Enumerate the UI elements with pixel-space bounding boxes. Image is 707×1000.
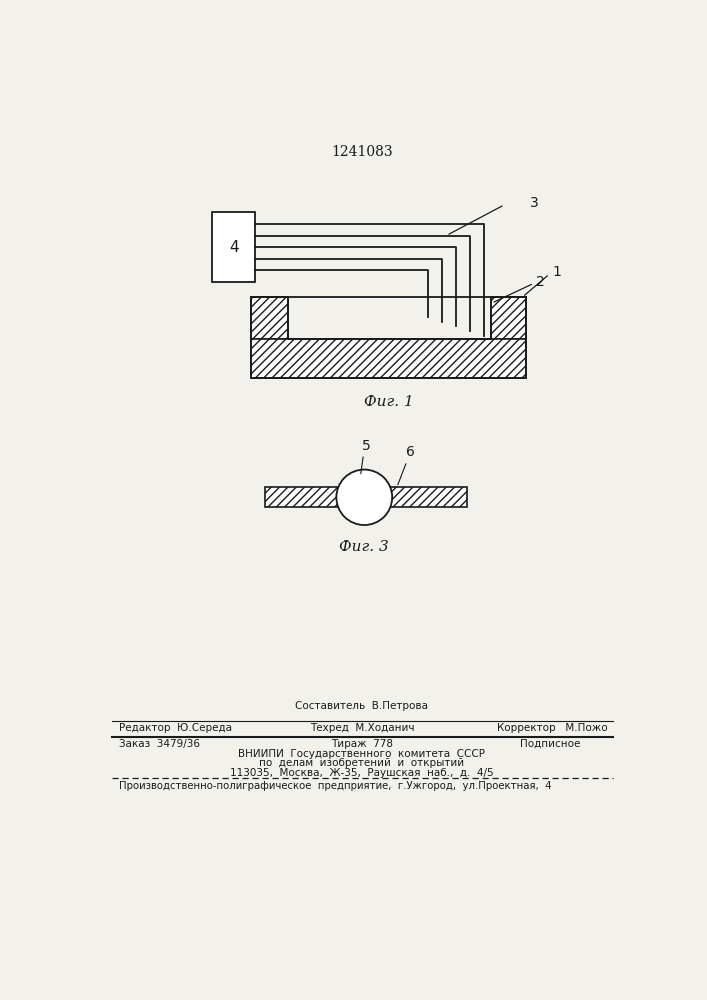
Bar xyxy=(265,487,339,507)
Text: 1241083: 1241083 xyxy=(331,145,393,159)
Circle shape xyxy=(337,470,392,525)
Text: Подписное: Подписное xyxy=(520,739,580,749)
Bar xyxy=(251,297,288,339)
Text: 113035,  Москва,  Ж-35,  Раушская  наб.,  д.  4/5: 113035, Москва, Ж-35, Раушская наб., д. … xyxy=(230,768,493,778)
Text: 6: 6 xyxy=(407,445,415,459)
Text: по  делам  изобретений  и  открытий: по делам изобретений и открытий xyxy=(259,758,464,768)
Text: Заказ  3479/36: Заказ 3479/36 xyxy=(119,739,200,749)
Text: ВНИИПИ  Государственного  комитета  СССР: ВНИИПИ Государственного комитета СССР xyxy=(238,749,486,759)
Text: Техред  М.Ходанич: Техред М.Ходанич xyxy=(310,723,414,733)
Text: Корректор   М.Пожо: Корректор М.Пожо xyxy=(497,723,607,733)
Bar xyxy=(491,297,526,339)
Text: 3: 3 xyxy=(530,196,539,210)
Text: Производственно-полиграфическое  предприятие,  г.Ужгород,  ул.Проектная,  4: Производственно-полиграфическое предприя… xyxy=(119,781,552,791)
Text: 5: 5 xyxy=(361,439,370,453)
Text: Редактор  Ю.Середа: Редактор Ю.Середа xyxy=(119,723,233,733)
Text: Фиг. 1: Фиг. 1 xyxy=(364,395,414,409)
Text: 4: 4 xyxy=(229,240,238,255)
Text: Тираж  778: Тираж 778 xyxy=(331,739,393,749)
Text: 2: 2 xyxy=(537,275,545,289)
Text: Фиг. 3: Фиг. 3 xyxy=(339,540,389,554)
Text: 1: 1 xyxy=(553,265,561,279)
Text: Составитель  В.Петрова: Составитель В.Петрова xyxy=(296,701,428,711)
Bar xyxy=(212,212,255,282)
Bar xyxy=(389,487,467,507)
Bar xyxy=(251,339,526,378)
